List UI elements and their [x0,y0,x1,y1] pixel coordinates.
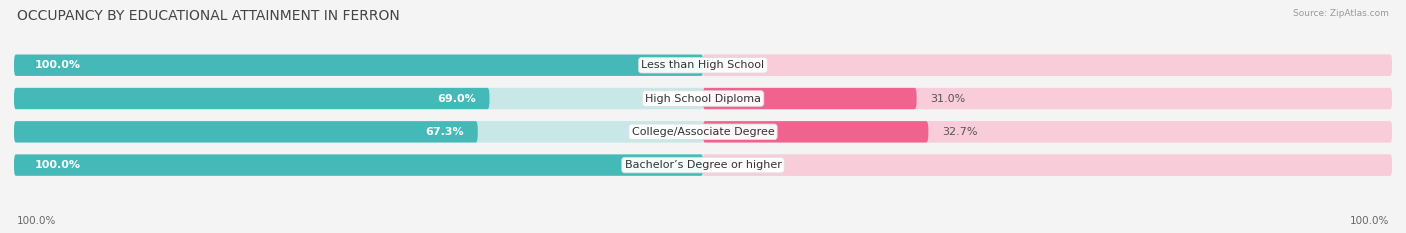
FancyBboxPatch shape [14,55,703,76]
FancyBboxPatch shape [703,121,928,142]
Text: 100.0%: 100.0% [35,60,80,70]
FancyBboxPatch shape [703,88,1392,109]
FancyBboxPatch shape [14,154,703,176]
Text: College/Associate Degree: College/Associate Degree [631,127,775,137]
FancyBboxPatch shape [703,154,1392,176]
Text: 0.0%: 0.0% [717,60,745,70]
FancyBboxPatch shape [703,121,1392,142]
FancyBboxPatch shape [14,154,703,176]
FancyBboxPatch shape [14,121,1392,142]
Text: 100.0%: 100.0% [35,160,80,170]
Text: 100.0%: 100.0% [17,216,56,226]
FancyBboxPatch shape [14,88,1392,109]
Text: Less than High School: Less than High School [641,60,765,70]
Text: OCCUPANCY BY EDUCATIONAL ATTAINMENT IN FERRON: OCCUPANCY BY EDUCATIONAL ATTAINMENT IN F… [17,9,399,23]
Text: Bachelor’s Degree or higher: Bachelor’s Degree or higher [624,160,782,170]
FancyBboxPatch shape [14,55,1392,76]
FancyBboxPatch shape [14,154,1392,176]
FancyBboxPatch shape [703,88,917,109]
FancyBboxPatch shape [14,121,478,142]
Text: 31.0%: 31.0% [931,93,966,103]
Text: 69.0%: 69.0% [437,93,475,103]
Legend: Owner-occupied, Renter-occupied: Owner-occupied, Renter-occupied [576,230,830,233]
FancyBboxPatch shape [703,55,1392,76]
Text: Source: ZipAtlas.com: Source: ZipAtlas.com [1294,9,1389,18]
Text: 100.0%: 100.0% [1350,216,1389,226]
Text: 0.0%: 0.0% [717,160,745,170]
FancyBboxPatch shape [14,55,703,76]
Text: 67.3%: 67.3% [425,127,464,137]
Text: 32.7%: 32.7% [942,127,977,137]
FancyBboxPatch shape [14,121,703,142]
Text: High School Diploma: High School Diploma [645,93,761,103]
FancyBboxPatch shape [14,88,489,109]
FancyBboxPatch shape [14,88,703,109]
